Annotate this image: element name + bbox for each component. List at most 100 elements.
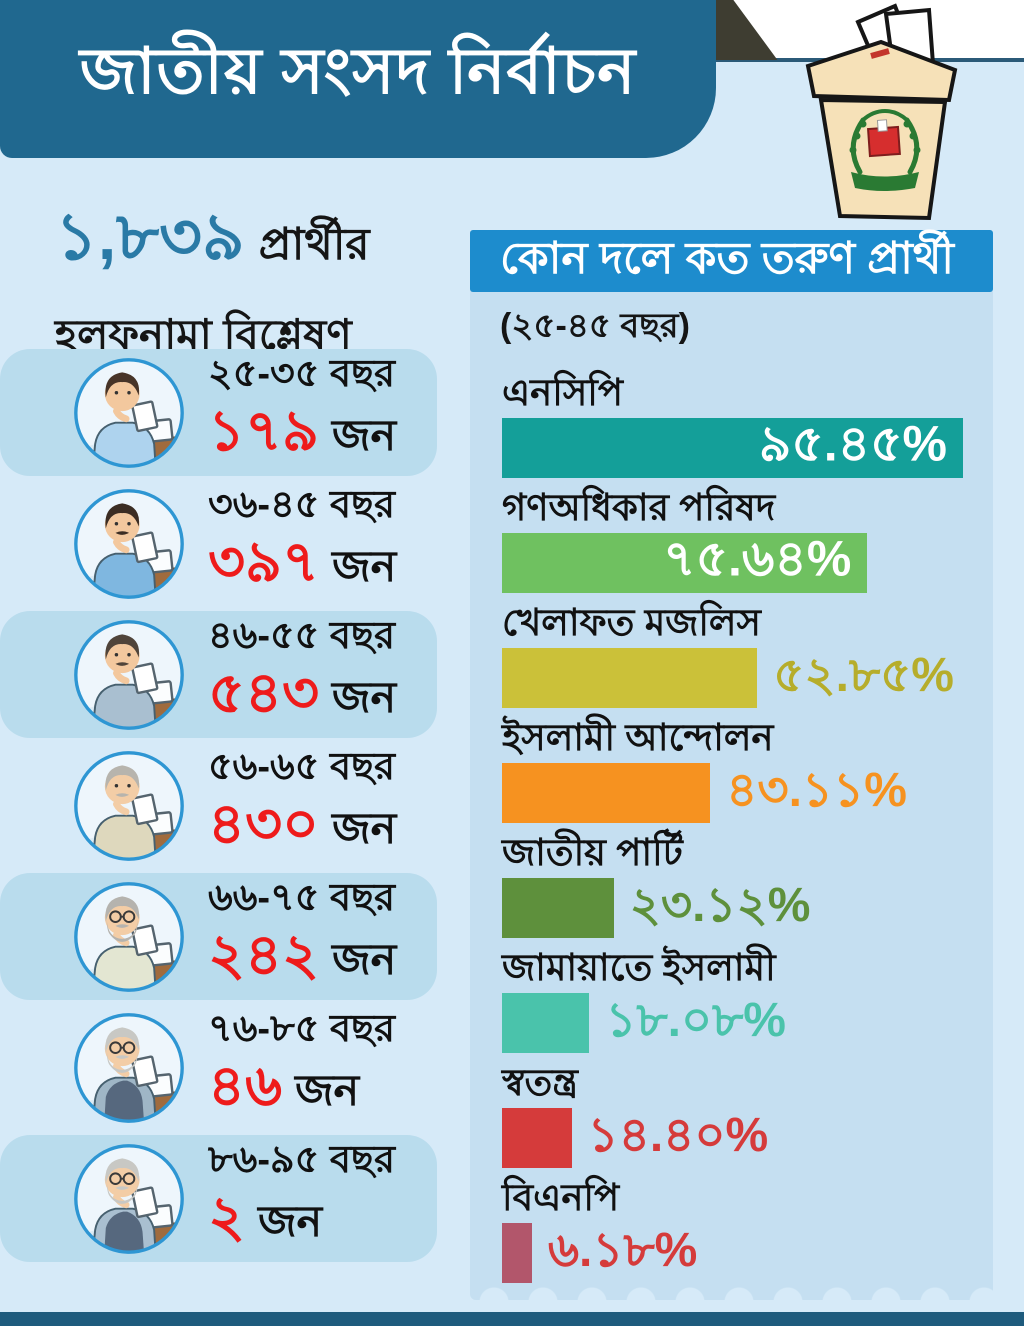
age-range-label: ৮৬-৯৫ বছর <box>208 1138 395 1181</box>
candidate-count: ২ <box>208 1184 246 1249</box>
age-range-label: ৬৬-৭৫ বছর <box>208 876 396 919</box>
voter-avatar <box>71 1010 187 1126</box>
candidate-count: ৪৬ <box>208 1053 283 1118</box>
bar <box>502 1108 572 1168</box>
voter-avatar <box>71 486 187 602</box>
count-unit: জন <box>332 804 397 853</box>
party-bar-group: খেলাফত মজলিস ৫২.৮৫% <box>502 601 993 708</box>
bar-value: ২৩.১২% <box>629 878 811 932</box>
age-row: ৭৬-৮৫ বছর ৪৬ জন <box>0 1004 437 1131</box>
panel-subtitle: (২৫-৪৫ বছর) <box>500 307 690 345</box>
bar: ৭৫.৬৪% <box>502 531 868 593</box>
bar <box>502 1223 532 1283</box>
count-unit: জন <box>295 1066 360 1115</box>
bar-value: ১৮.০৮% <box>605 993 786 1047</box>
age-range-label: ৭৬-৮৫ বছর <box>208 1007 396 1050</box>
person-illustration-icon <box>74 881 184 992</box>
party-bar-group: গণঅধিকার পরিষদ ৭৫.৬৪% <box>502 486 993 593</box>
party-bar-group: জামায়াতে ইসলামী ১৮.০৮% <box>502 946 993 1053</box>
bar <box>502 878 614 938</box>
candidate-count: ২৪২ <box>208 922 320 987</box>
headline: ১,৮৩৯ প্রার্থীর হলফনামা বিশ্লেষণ <box>55 186 465 373</box>
scallop-edge <box>470 1280 993 1300</box>
bar-track: ১৪.৪০% <box>502 1108 985 1168</box>
bar-track: ৪৩.১১% <box>502 763 985 823</box>
voter-avatar <box>71 1141 187 1257</box>
bar-track: ৬.১৮% <box>502 1223 985 1283</box>
page-title: জাতীয় সংসদ নির্বাচন <box>79 34 637 107</box>
age-row-text: ৮৬-৯৫ বছর ২ জন <box>208 1137 395 1261</box>
age-range-label: ৪৬-৫৫ বছর <box>208 614 395 657</box>
age-row-text: ৩৬-৪৫ বছর ৩৯৭ জন <box>208 482 396 606</box>
headline-word: প্রার্থীর <box>258 220 370 269</box>
person-illustration-icon <box>74 1143 184 1254</box>
party-panel: কোন দলে কত তরুণ প্রার্থী (২৫-৪৫ বছর) এনস… <box>470 230 993 1300</box>
candidate-count: ৫৪৩ <box>208 660 320 725</box>
party-name: গণঅধিকার পরিষদ <box>502 487 776 528</box>
person-illustration-icon <box>74 488 184 599</box>
age-range-label: ৫৬-৬৫ বছর <box>208 745 396 788</box>
age-row: ৩৬-৪৫ বছর ৩৯৭ জন <box>0 480 437 607</box>
age-row: ৫৬-৬৫ বছর ৪৩০ জন <box>0 742 437 869</box>
title-banner: জাতীয় সংসদ নির্বাচন <box>0 0 716 158</box>
person-illustration-icon <box>74 619 184 730</box>
candidate-count: ৩৯৭ <box>208 529 320 594</box>
person-illustration-icon <box>74 750 184 861</box>
party-name: ইসলামী আন্দোলন <box>502 717 774 758</box>
bar-value: ৪৩.১১% <box>726 763 907 817</box>
age-row: ৮৬-৯৫ বছর ২ জন <box>0 1135 437 1262</box>
person-illustration-icon <box>74 357 184 468</box>
party-bar-group: বিএনপি ৬.১৮% <box>502 1176 993 1283</box>
bar <box>502 993 590 1053</box>
bar-track: ২৩.১২% <box>502 878 985 938</box>
ballot-box-icon <box>805 3 958 221</box>
party-name: স্বতন্ত্র <box>502 1062 578 1103</box>
party-bar-group: জাতীয় পার্টি ২৩.১২% <box>502 831 993 938</box>
count-unit: জন <box>332 542 397 591</box>
age-row: ২৫-৩৫ বছর ১৭৯ জন <box>0 349 437 476</box>
voter-avatar <box>71 617 187 733</box>
age-row: ৪৬-৫৫ বছর ৫৪৩ জন <box>0 611 437 738</box>
count-unit: জন <box>332 411 397 460</box>
age-row-text: ২৫-৩৫ বছর ১৭৯ জন <box>208 351 396 475</box>
bar-track: ৫২.৮৫% <box>502 648 985 708</box>
bar-value: ৭৫.৬৪% <box>663 530 852 587</box>
voter-avatar <box>71 355 187 471</box>
party-name: জামায়াতে ইসলামী <box>502 947 776 988</box>
candidate-total: ১,৮৩৯ <box>55 199 245 273</box>
age-row-text: ৫৬-৬৫ বছর ৪৩০ জন <box>208 744 396 868</box>
footer-strip <box>0 1312 1024 1326</box>
bar: ৯৫.৪৫% <box>502 416 964 478</box>
party-bar-group: এনসিপি ৯৫.৪৫% <box>502 371 993 478</box>
candidate-count: ১৭৯ <box>208 398 320 463</box>
party-name: বিএনপি <box>502 1177 620 1218</box>
party-name: খেলাফত মজলিস <box>502 602 761 643</box>
bar <box>502 648 758 708</box>
count-unit: জন <box>332 673 397 722</box>
count-unit: জন <box>332 935 397 984</box>
age-row-text: ৭৬-৮৫ বছর ৪৬ জন <box>208 1006 395 1130</box>
bar-track: ১৮.০৮% <box>502 993 985 1053</box>
panel-header: কোন দলে কত তরুণ প্রার্থী <box>470 230 993 292</box>
party-name: জাতীয় পার্টি <box>502 832 683 873</box>
party-name: এনসিপি <box>502 372 623 413</box>
person-illustration-icon <box>74 1012 184 1123</box>
bar-value: ৬.১৮% <box>547 1223 698 1277</box>
candidate-count: ৪৩০ <box>208 791 320 856</box>
age-range-label: ৩৬-৪৫ বছর <box>208 483 396 526</box>
age-distribution-list: ২৫-৩৫ বছর ১৭৯ জন ৩৬-৪৫ বছর ৩৯৭ জন <box>0 349 437 1262</box>
count-unit: জন <box>258 1197 323 1246</box>
party-bar-group: ইসলামী আন্দোলন ৪৩.১১% <box>502 716 993 823</box>
voter-avatar <box>71 748 187 864</box>
bar-track: ৭৫.৬৪% <box>502 531 985 593</box>
party-bar-group: স্বতন্ত্র ১৪.৪০% <box>502 1061 993 1168</box>
age-row: ৬৬-৭৫ বছর ২৪২ জন <box>0 873 437 1000</box>
voter-avatar <box>71 879 187 995</box>
age-row-text: ৪৬-৫৫ বছর ৫৪৩ জন <box>208 613 396 737</box>
bar-value: ৯৫.৪৫% <box>758 415 948 472</box>
bar-value: ১৪.৪০% <box>587 1108 769 1162</box>
bar <box>502 763 711 823</box>
age-row-text: ৬৬-৭৫ বছর ২৪২ জন <box>208 875 396 999</box>
party-bar-chart: এনসিপি ৯৫.৪৫% গণঅধিকার পরিষদ ৭৫.৬৪% খেলা… <box>502 371 993 1283</box>
